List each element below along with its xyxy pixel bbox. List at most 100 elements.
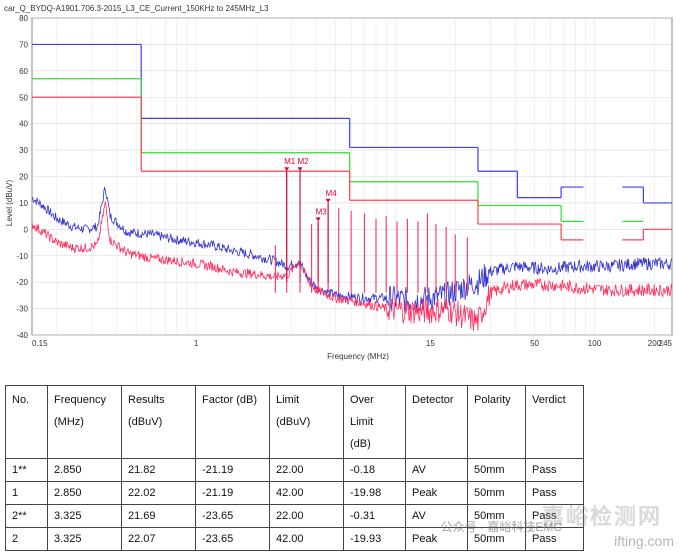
- y-tick-label: 10: [19, 199, 28, 208]
- header-line: Frequency: [54, 394, 106, 406]
- table-cell: Pass: [525, 527, 584, 551]
- y-tick-label: 70: [19, 40, 28, 49]
- table-cell: 2.850: [47, 481, 122, 505]
- header-line: (dBuV): [128, 416, 163, 428]
- x-tick-label: 100: [588, 339, 602, 348]
- table-cell: 21.82: [121, 458, 196, 482]
- y-tick-label: 0: [24, 225, 29, 234]
- column-header: Verdict: [525, 385, 584, 459]
- header-line: Over: [350, 394, 374, 406]
- watermark-logo: 嘉峪检测网: [541, 504, 662, 529]
- column-header: Detector: [405, 385, 468, 459]
- header-line: No.: [12, 394, 30, 406]
- y-tick-label: 30: [19, 146, 28, 155]
- emc-chart: car_Q_BYDQ-A1901.706.3-2015_L3_CE_Curren…: [4, 4, 673, 361]
- header-line: Limit: [276, 394, 300, 406]
- y-tick-label: 60: [19, 67, 28, 76]
- table-cell: 21.69: [121, 504, 196, 528]
- table-cell: Peak: [405, 527, 468, 551]
- table-cell: -21.19: [195, 481, 270, 505]
- limit-lines: [32, 43, 672, 241]
- table-row: 1** 2.850 21.82 -21.19 22.00 -0.18 AV 50mm Pass: [5, 458, 584, 482]
- table-header-row: No. Frequency (MHz) Results (dBuV) Factor (dB…: [5, 385, 584, 459]
- table-row: 2 3.325 22.07 -23.65 42.00 -19.93 Peak 50mm Pass: [5, 527, 584, 551]
- x-tick-label: 15: [426, 339, 435, 348]
- y-tick-label: 40: [19, 120, 28, 129]
- table-cell: Pass: [525, 458, 584, 482]
- header-line: Detector: [412, 394, 454, 406]
- table-cell: 42.00: [269, 481, 344, 505]
- table-cell: 2: [5, 527, 48, 551]
- table-cell: AV: [405, 504, 468, 528]
- table-cell: Peak: [405, 481, 468, 505]
- table-cell: Pass: [525, 504, 584, 528]
- table-cell: 22.02: [121, 481, 196, 505]
- chart-grid: [31, 17, 673, 336]
- y-tick-label: 50: [19, 93, 28, 102]
- marker-arrow: [284, 167, 290, 172]
- table-cell: -0.18: [343, 458, 406, 482]
- table-cell: -0.31: [343, 504, 406, 528]
- header-line: Polarity: [474, 394, 511, 406]
- header-line: (dB): [350, 438, 371, 450]
- marker-arrow: [297, 167, 303, 172]
- marker-arrow: [325, 198, 331, 203]
- watermark-caption: 公众号 · 嘉峪科技EMC: [440, 520, 562, 534]
- marker-label: M4: [326, 189, 338, 198]
- header-line: (dBuV): [276, 416, 311, 428]
- y-tick-label: 20: [19, 173, 28, 182]
- y-tick-label: -30: [16, 305, 28, 314]
- marker-label: M1: [284, 157, 296, 166]
- table-cell: 50mm: [467, 481, 526, 505]
- table-cell: 22.00: [269, 458, 344, 482]
- column-header: Polarity: [467, 385, 526, 459]
- marker-arrow: [315, 217, 321, 222]
- table-cell: -23.65: [195, 527, 270, 551]
- y-tick-label: 80: [19, 14, 28, 23]
- header-line: Verdict: [532, 394, 566, 406]
- results-table: No. Frequency (MHz) Results (dBuV) Factor (dB…: [5, 385, 584, 551]
- column-header: Frequency (MHz): [47, 385, 122, 459]
- table-cell: -21.19: [195, 458, 270, 482]
- column-header: No.: [5, 385, 48, 459]
- table-cell: 1: [5, 481, 48, 505]
- table-cell: 50mm: [467, 458, 526, 482]
- marker-label: M3: [316, 207, 328, 216]
- table-cell: AV: [405, 458, 468, 482]
- table-cell: 1**: [5, 458, 48, 482]
- watermark-url: ifting.com: [614, 533, 674, 549]
- marker-layer: M1 M2 M3 M4: [284, 157, 338, 283]
- y-tick-label: -20: [16, 278, 28, 287]
- header-line: (MHz): [54, 416, 84, 428]
- table-cell: 2**: [5, 504, 48, 528]
- x-tick-label: 0.15: [32, 339, 48, 348]
- column-header: Results (dBuV): [121, 385, 196, 459]
- table-cell: 22.07: [121, 527, 196, 551]
- x-axis-label: Frequency (MHz): [327, 352, 389, 361]
- average-trace: [31, 201, 673, 331]
- table-cell: 2.850: [47, 458, 122, 482]
- column-header: Over Limit (dB): [343, 385, 406, 459]
- table-cell: -23.65: [195, 504, 270, 528]
- table-cell: 3.325: [47, 527, 122, 551]
- table-cell: -19.93: [343, 527, 406, 551]
- table-cell: 50mm: [467, 527, 526, 551]
- x-tick-label: 50: [530, 339, 539, 348]
- table-cell: 3.325: [47, 504, 122, 528]
- y-tick-label: -10: [16, 252, 28, 261]
- y-axis-label: Level (dBuV): [5, 180, 14, 227]
- table-cell: 42.00: [269, 527, 344, 551]
- table-body: 1** 2.850 21.82 -21.19 22.00 -0.18 AV 50mm Pass 1…: [5, 458, 584, 551]
- table-row: 1 2.850 22.02 -21.19 42.00 -19.98 Peak 50mm Pass: [5, 481, 584, 505]
- marker-label: M2: [297, 157, 309, 166]
- x-tick-label: 245: [659, 339, 673, 348]
- header-line: Results: [128, 394, 165, 406]
- header-line: Limit: [350, 416, 374, 428]
- x-tick-label: 1: [194, 339, 199, 348]
- table-cell: -19.98: [343, 481, 406, 505]
- column-header: Limit (dBuV): [269, 385, 344, 459]
- x-tick-label: 200: [648, 339, 662, 348]
- header-line: Factor (dB): [202, 394, 258, 406]
- table-cell: 22.00: [269, 504, 344, 528]
